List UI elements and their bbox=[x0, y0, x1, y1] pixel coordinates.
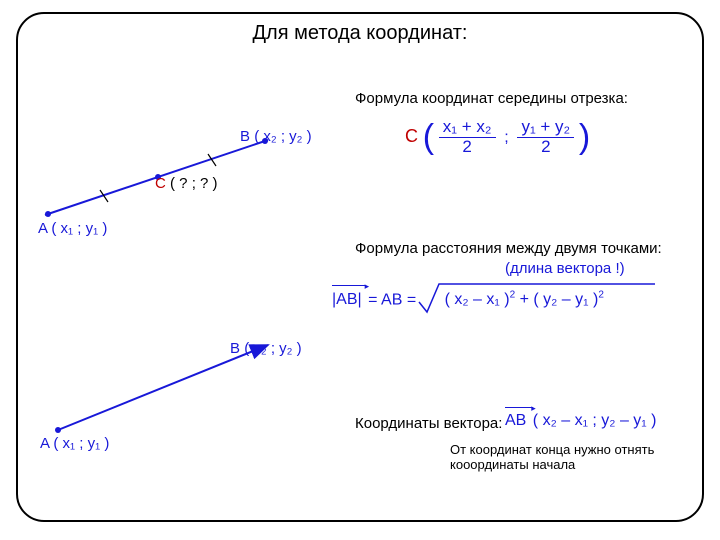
vec-coords-B: ( x₂ ; y₂ ) bbox=[244, 340, 301, 357]
veccoord-formula: ▸ AB ( x₂ – x₁ ; y₂ – y₁ ) bbox=[505, 412, 656, 430]
vec-label-A: A bbox=[40, 435, 49, 452]
vec-AB: AB bbox=[505, 412, 526, 429]
vec-coords-A: ( x₁ ; y₁ ) bbox=[53, 435, 109, 452]
vec-B-label: B ( x₂ ; y₂ ) bbox=[230, 340, 302, 357]
vec-A-label: A ( x₁ ; y₁ ) bbox=[40, 435, 109, 452]
veccoord-heading: Координаты вектора: bbox=[355, 415, 502, 432]
vec-coords-expr: ( x₂ – x₁ ; y₂ – y₁ ) bbox=[533, 412, 657, 429]
veccoord-note: От координат конца нужно отнять кооордин… bbox=[450, 442, 685, 472]
vec-label-B: B bbox=[230, 340, 240, 357]
